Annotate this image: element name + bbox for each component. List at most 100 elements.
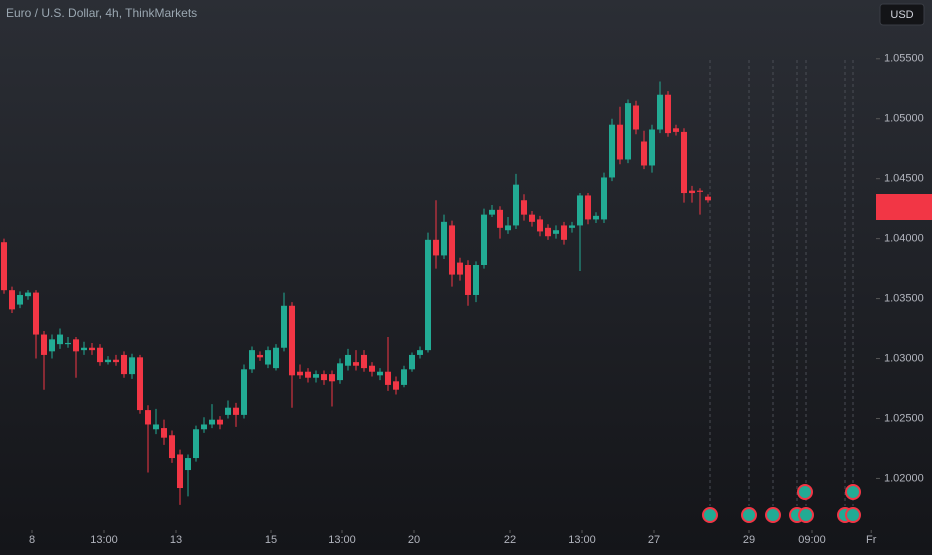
candle-body bbox=[553, 230, 559, 234]
candle-body bbox=[513, 184, 519, 226]
candle-body bbox=[217, 419, 223, 425]
x-tick-label: 09:00 bbox=[798, 534, 826, 546]
candle-body bbox=[241, 369, 247, 415]
candle-body bbox=[265, 350, 271, 365]
candle-body bbox=[137, 357, 143, 411]
event-icon bbox=[797, 484, 813, 500]
candle-body bbox=[25, 292, 31, 297]
candle-body bbox=[649, 129, 655, 166]
candle-body bbox=[257, 354, 263, 358]
candle-body bbox=[329, 374, 335, 382]
y-tick-label: 1.05500 bbox=[884, 53, 924, 65]
candle-body bbox=[313, 374, 319, 378]
candle-body bbox=[409, 354, 415, 370]
candle-body bbox=[417, 350, 423, 355]
chart-title: Euro / U.S. Dollar, 4h, ThinkMarkets bbox=[6, 6, 197, 20]
candle-body bbox=[489, 209, 495, 215]
x-tick-label: 29 bbox=[743, 534, 755, 546]
event-icon bbox=[702, 507, 718, 523]
x-tick-label: 8 bbox=[29, 534, 35, 546]
x-tick-label: 15 bbox=[265, 534, 277, 546]
event-markers bbox=[702, 60, 861, 523]
candle-body bbox=[657, 94, 663, 130]
candle-body bbox=[593, 215, 599, 220]
candle-body bbox=[153, 424, 159, 430]
candle-body bbox=[641, 141, 647, 166]
candle-body bbox=[361, 354, 367, 369]
candle-body bbox=[449, 225, 455, 275]
candle-body bbox=[705, 196, 711, 201]
x-tick-label: 13:00 bbox=[568, 534, 596, 546]
candle-body bbox=[89, 347, 95, 351]
x-tick-label: 27 bbox=[648, 534, 660, 546]
candle-body bbox=[209, 419, 215, 425]
candle-body bbox=[353, 362, 359, 366]
candle-body bbox=[233, 407, 239, 415]
candle-body bbox=[49, 339, 55, 352]
candle-body bbox=[57, 334, 63, 345]
event-icon bbox=[765, 507, 781, 523]
x-tick-label: 13 bbox=[170, 534, 182, 546]
candle-body bbox=[305, 371, 311, 378]
candle-body bbox=[33, 292, 39, 335]
candle-body bbox=[169, 435, 175, 459]
candle-body bbox=[401, 369, 407, 385]
candle-body bbox=[161, 428, 167, 438]
candle-body bbox=[177, 454, 183, 489]
candle-body bbox=[537, 219, 543, 232]
candle-body bbox=[41, 334, 47, 355]
candle-body bbox=[297, 371, 303, 376]
candle-body bbox=[625, 103, 631, 160]
candle-body bbox=[1, 242, 7, 291]
candle-body bbox=[545, 227, 551, 237]
candle-body bbox=[577, 195, 583, 226]
candle-body bbox=[473, 265, 479, 295]
candle-body bbox=[249, 350, 255, 370]
candle-body bbox=[113, 359, 119, 363]
y-tick-label: 1.03500 bbox=[884, 292, 924, 304]
candle-body bbox=[129, 357, 135, 375]
candle-body bbox=[681, 131, 687, 194]
x-tick-label: 22 bbox=[504, 534, 516, 546]
candle-body bbox=[337, 363, 343, 381]
candle-body bbox=[673, 128, 679, 132]
candle-body bbox=[345, 354, 351, 366]
event-icon bbox=[741, 507, 757, 523]
x-tick-label: 13:00 bbox=[328, 534, 356, 546]
candles bbox=[1, 81, 711, 505]
candle-body bbox=[521, 200, 527, 215]
candle-body bbox=[105, 359, 111, 363]
y-tick-label: 1.02000 bbox=[884, 472, 924, 484]
y-tick-label: 1.02500 bbox=[884, 412, 924, 424]
candle-body bbox=[585, 195, 591, 220]
candle-body bbox=[201, 424, 207, 430]
y-tick-label: 1.04000 bbox=[884, 233, 924, 245]
candle-body bbox=[609, 124, 615, 178]
candle-body bbox=[465, 265, 471, 295]
candle-body bbox=[689, 190, 695, 194]
candle-body bbox=[457, 262, 463, 275]
y-tick-label: 1.03000 bbox=[884, 352, 924, 364]
candle-body bbox=[561, 225, 567, 240]
y-tick-label: 1.05000 bbox=[884, 113, 924, 125]
x-tick-label: 20 bbox=[408, 534, 420, 546]
candle-body bbox=[377, 371, 383, 376]
candle-body bbox=[225, 407, 231, 415]
candle-body bbox=[569, 225, 575, 228]
candle-body bbox=[385, 371, 391, 385]
candle-body bbox=[697, 190, 703, 192]
event-icon bbox=[798, 507, 814, 523]
candle-body bbox=[433, 239, 439, 256]
candle-body bbox=[665, 94, 671, 134]
candle-body bbox=[193, 429, 199, 459]
candle-body bbox=[185, 458, 191, 471]
last-price-box bbox=[876, 194, 932, 220]
candle-body bbox=[289, 305, 295, 376]
candle-body bbox=[17, 294, 23, 305]
candle-body bbox=[281, 305, 287, 348]
currency-button[interactable] bbox=[879, 3, 925, 26]
candle-body bbox=[369, 365, 375, 372]
candle-body bbox=[273, 347, 279, 369]
currency-label[interactable]: USD bbox=[890, 9, 913, 21]
